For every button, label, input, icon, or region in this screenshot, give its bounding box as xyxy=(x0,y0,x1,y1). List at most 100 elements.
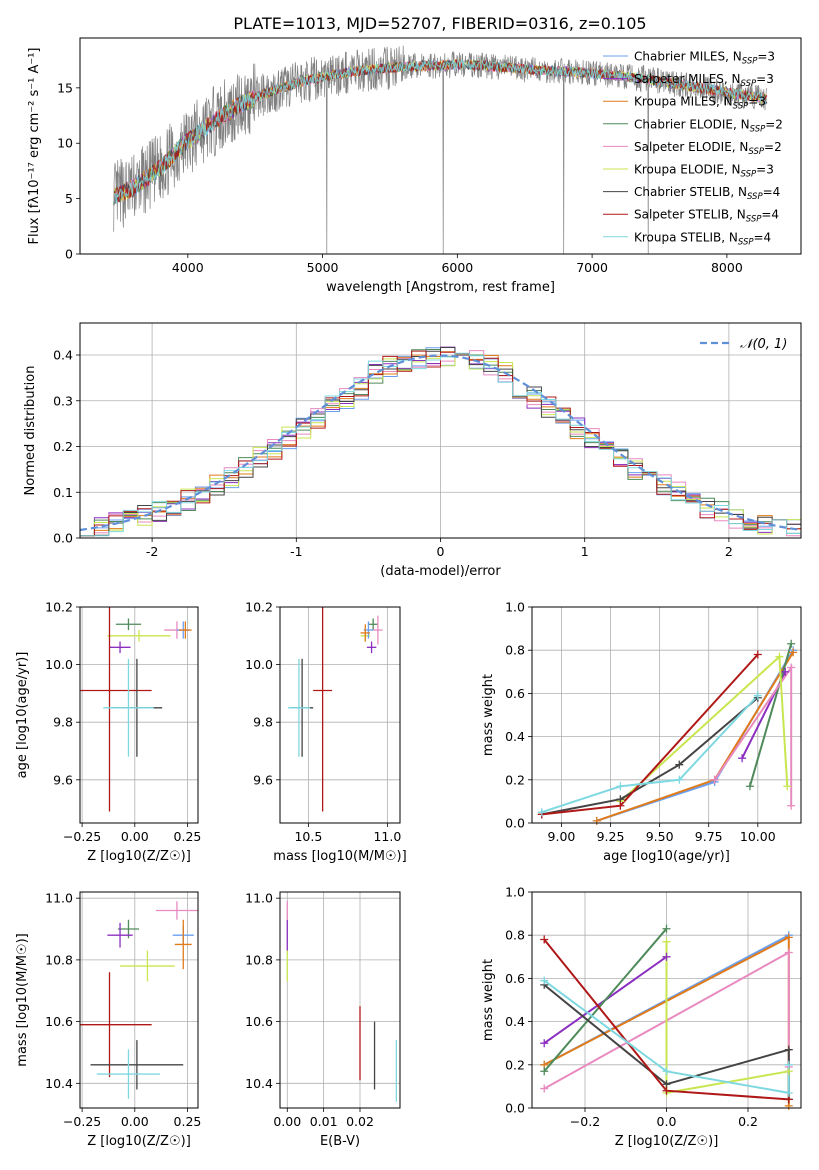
y-tick-label: 0.2 xyxy=(53,439,73,454)
spectrum-data-line xyxy=(113,45,767,254)
series-marker xyxy=(787,639,796,648)
y-tick-label: 1.0 xyxy=(505,600,525,615)
x-axis-label: Z [log10(Z/Z☉)] xyxy=(87,1134,191,1149)
x-tick-label: 1 xyxy=(581,544,589,559)
legend-label: Chabrier STELIB, NSSP=4 xyxy=(634,185,780,202)
y-axis-label: age [log10(age/yr)] xyxy=(15,652,30,779)
x-tick-label: −0.25 xyxy=(63,829,101,844)
x-tick-label: -1 xyxy=(290,544,302,559)
y-tick-label: 15 xyxy=(57,80,73,95)
y-axis-label: Flux [fλ10⁻¹⁷ erg cm⁻² s⁻¹ A⁻¹] xyxy=(27,48,42,245)
legend-label: Kroupa STELIB, NSSP=4 xyxy=(634,230,771,247)
x-tick-label: 5000 xyxy=(307,260,339,275)
series-marker xyxy=(710,775,719,784)
axes-mass_vs_Z: −0.25 0.00 0.25 10.4 10.6 10.8 11.0 Z [log10(Z/… xyxy=(15,891,201,1149)
series-marker xyxy=(662,952,671,961)
series-marker xyxy=(540,1084,549,1093)
series-marker xyxy=(738,754,747,763)
series-marker xyxy=(789,648,798,657)
axes-frame xyxy=(279,606,401,824)
series-marker xyxy=(662,924,671,933)
axes-residuals: -2 -1 0 1 2 0.0 0.1 0.2 0.3 0.4 (data-model)/error… xyxy=(23,322,802,579)
axes-spectrum: 4000 5000 6000 7000 8000 0 5 10 15 wavelength [An… xyxy=(27,37,802,295)
y-tick-label: 0.4 xyxy=(505,729,525,744)
y-tick-label: 0.0 xyxy=(505,816,525,831)
plot-area xyxy=(287,607,383,812)
axes-mass_weight_vs_Z: −0.2 0.0 0.2 0.0 0.2 0.4 0.6 0.8 1.0 Z [log10(Z/Z… xyxy=(481,885,802,1149)
series-marker xyxy=(787,801,796,810)
legend-label: Chabrier MILES, NSSP=3 xyxy=(634,50,775,67)
series-marker xyxy=(616,801,625,810)
series-line xyxy=(543,979,790,1095)
x-tick-label: 0 xyxy=(437,544,445,559)
x-axis-label: Z [log10(Z/Z☉)] xyxy=(615,1134,719,1149)
x-tick-label: 0.25 xyxy=(174,1114,202,1129)
series-marker xyxy=(753,650,762,659)
series-marker xyxy=(662,1086,671,1095)
x-tick-label: 10.5 xyxy=(294,829,322,844)
y-tick-label: 0.1 xyxy=(53,485,73,500)
y-tick-label: 0.3 xyxy=(53,393,73,408)
x-tick-label: −0.25 xyxy=(63,1114,101,1129)
series-marker xyxy=(540,1067,549,1076)
series-line xyxy=(541,694,759,814)
x-tick-label: 0.00 xyxy=(121,1114,149,1129)
plot-area xyxy=(80,607,192,812)
axes-mass_vs_ebv: 0.00 0.01 0.02 10.4 10.6 10.8 11.0 E(B-V) xyxy=(245,891,401,1149)
y-tick-label: 0.4 xyxy=(505,1014,525,1029)
y-tick-label: 11.0 xyxy=(45,891,73,906)
x-axis-label: Z [log10(Z/Z☉)] xyxy=(87,849,191,864)
y-axis-label: mass [log10(M/M☉)] xyxy=(15,933,30,1066)
legend-label: Kroupa ELODIE, NSSP=3 xyxy=(634,163,774,180)
spectrum-model-line xyxy=(113,59,768,206)
y-tick-label: 0.6 xyxy=(505,971,525,986)
series-line xyxy=(665,941,789,1095)
x-tick-label: 11.0 xyxy=(373,829,401,844)
axes-frame xyxy=(531,606,802,824)
plot-area xyxy=(113,45,768,254)
series-marker xyxy=(745,782,754,791)
y-tick-label: 0.0 xyxy=(53,531,73,546)
axes-age_vs_Z: −0.25 0.00 0.25 9.6 9.8 10.0 10.2 Z [log10(Z/Z☉… xyxy=(15,600,201,865)
y-axis-label: mass weight xyxy=(481,674,496,756)
y-tick-label: 10.0 xyxy=(245,657,273,672)
y-tick-label: 0.8 xyxy=(505,643,525,658)
y-tick-label: 0.2 xyxy=(505,772,525,787)
y-tick-label: 10.6 xyxy=(245,1014,273,1029)
figure-title: PLATE=1013, MJD=52707, FIBERID=0316, z=0… xyxy=(233,14,646,33)
axes-age_vs_mass: 10.5 11.0 9.6 9.8 10.0 10.2 mass [log10(M/M☉)] xyxy=(245,600,407,865)
x-tick-label: 8000 xyxy=(711,260,743,275)
series-line xyxy=(541,696,759,816)
y-tick-label: 9.6 xyxy=(53,772,73,787)
x-tick-label: 0.00 xyxy=(273,1114,301,1129)
y-tick-label: 10.8 xyxy=(45,952,73,967)
series-line xyxy=(748,643,793,787)
y-tick-label: 0 xyxy=(65,247,73,262)
x-tick-label: 9.25 xyxy=(597,829,625,844)
x-tick-label: 9.00 xyxy=(548,829,576,844)
series-line xyxy=(543,928,668,1072)
legend-label: Salpeter STELIB, NSSP=4 xyxy=(634,208,779,225)
x-tick-label: −0.2 xyxy=(570,1114,600,1129)
x-tick-label: 9.50 xyxy=(646,829,674,844)
x-axis-label: wavelength [Angstrom, rest frame] xyxy=(326,280,555,295)
series-marker xyxy=(784,933,793,942)
plot-area xyxy=(80,346,801,538)
x-axis-label: (data-model)/error xyxy=(380,564,501,579)
series-marker xyxy=(662,1067,671,1076)
x-axis-label: E(B-V) xyxy=(320,1134,360,1149)
y-tick-label: 10.6 xyxy=(45,1014,73,1029)
series-marker xyxy=(675,775,684,784)
axes-frame xyxy=(79,322,802,539)
series-marker xyxy=(540,976,549,985)
series-marker xyxy=(592,816,601,825)
series-marker xyxy=(616,782,625,791)
x-tick-label: 4000 xyxy=(172,260,204,275)
histogram-steps xyxy=(80,352,801,538)
legend-label: 𝒩(0, 1) xyxy=(740,337,787,352)
x-tick-label: 2 xyxy=(725,544,733,559)
x-tick-label: -2 xyxy=(146,544,158,559)
series-marker xyxy=(781,667,790,676)
y-tick-label: 10.4 xyxy=(245,1076,273,1091)
axes-frame xyxy=(279,891,401,1109)
